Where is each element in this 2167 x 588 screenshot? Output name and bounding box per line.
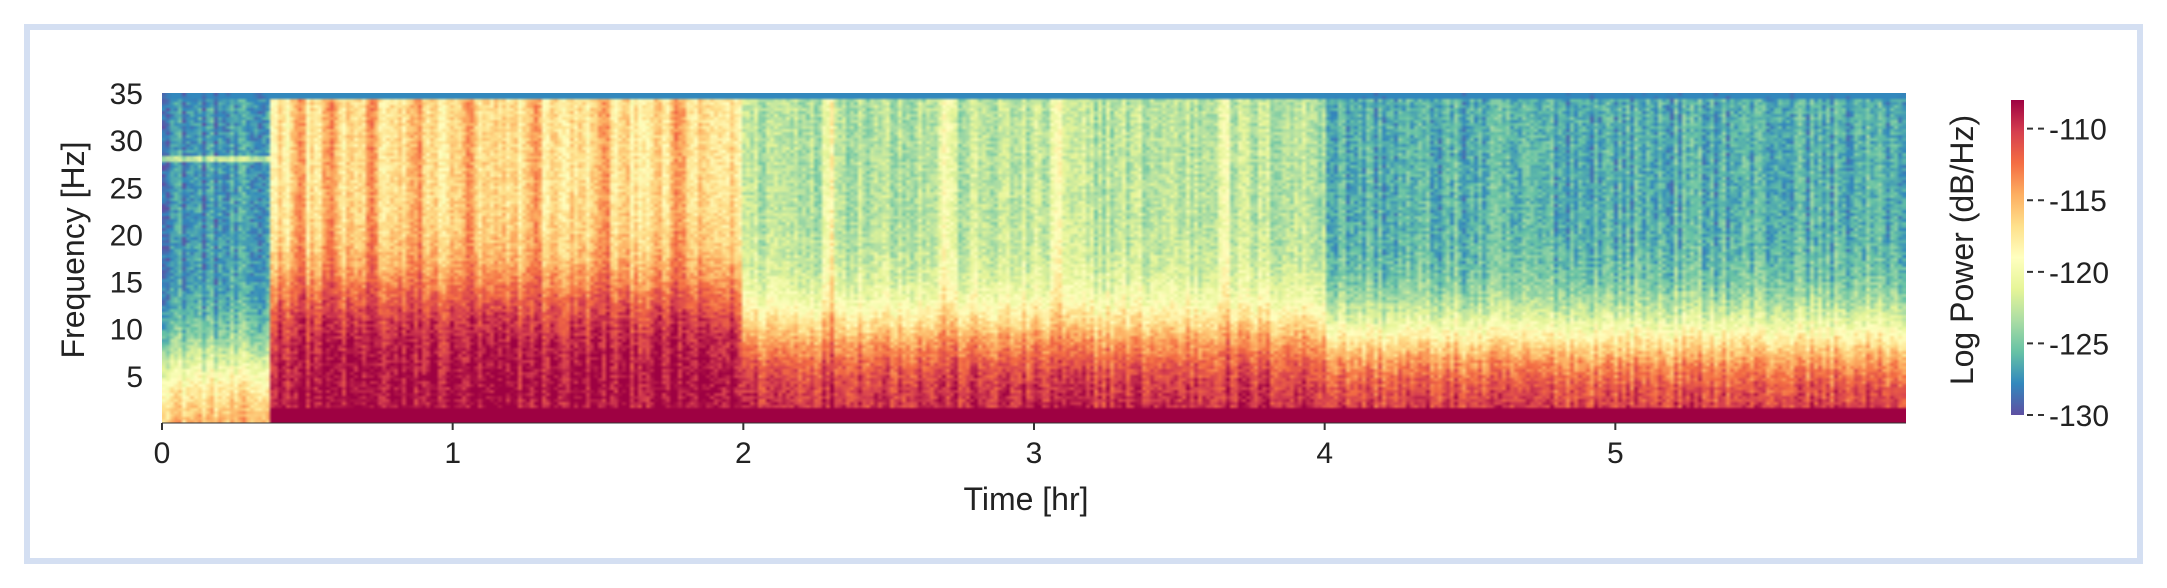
colorbar-tick-label: -115: [2049, 185, 2107, 218]
x-tick-label: 2: [735, 437, 752, 470]
colorbar-bar: [2011, 100, 2024, 415]
y-tick-label: 35: [110, 78, 143, 111]
colorbar-tick-label: -110: [2049, 114, 2107, 147]
y-tick-label: 20: [110, 219, 143, 252]
x-tick-label: 3: [1026, 437, 1043, 470]
x-tick-label: 1: [444, 437, 461, 470]
x-axis-label: Time [hr]: [963, 481, 1088, 517]
colorbar-label: Log Power (dB/Hz): [1944, 115, 1980, 385]
y-tick-label: 25: [110, 172, 143, 205]
colorbar-tick-label: -120: [2049, 257, 2109, 290]
y-axis-label: Frequency [Hz]: [55, 142, 91, 359]
spectrogram-image: [162, 93, 1906, 423]
x-tick-label: 4: [1316, 437, 1333, 470]
x-tick-label: 0: [154, 437, 171, 470]
colorbar-tick-label: -130: [2049, 400, 2109, 433]
colorbar-tick-label: -125: [2049, 328, 2109, 361]
y-tick-label: 10: [110, 314, 143, 347]
y-tick-label: 30: [110, 125, 143, 158]
colorbar: -110 -115 -120 -125 -130: [2011, 100, 2109, 433]
x-tick-label: 5: [1607, 437, 1624, 470]
axes: 0 1 2 3 4 5 5 10 15 20 25 30 35: [110, 78, 1906, 470]
y-tick-label: 5: [126, 361, 143, 394]
spectrogram-heatmap: [162, 93, 1906, 423]
y-tick-label: 15: [110, 267, 143, 300]
